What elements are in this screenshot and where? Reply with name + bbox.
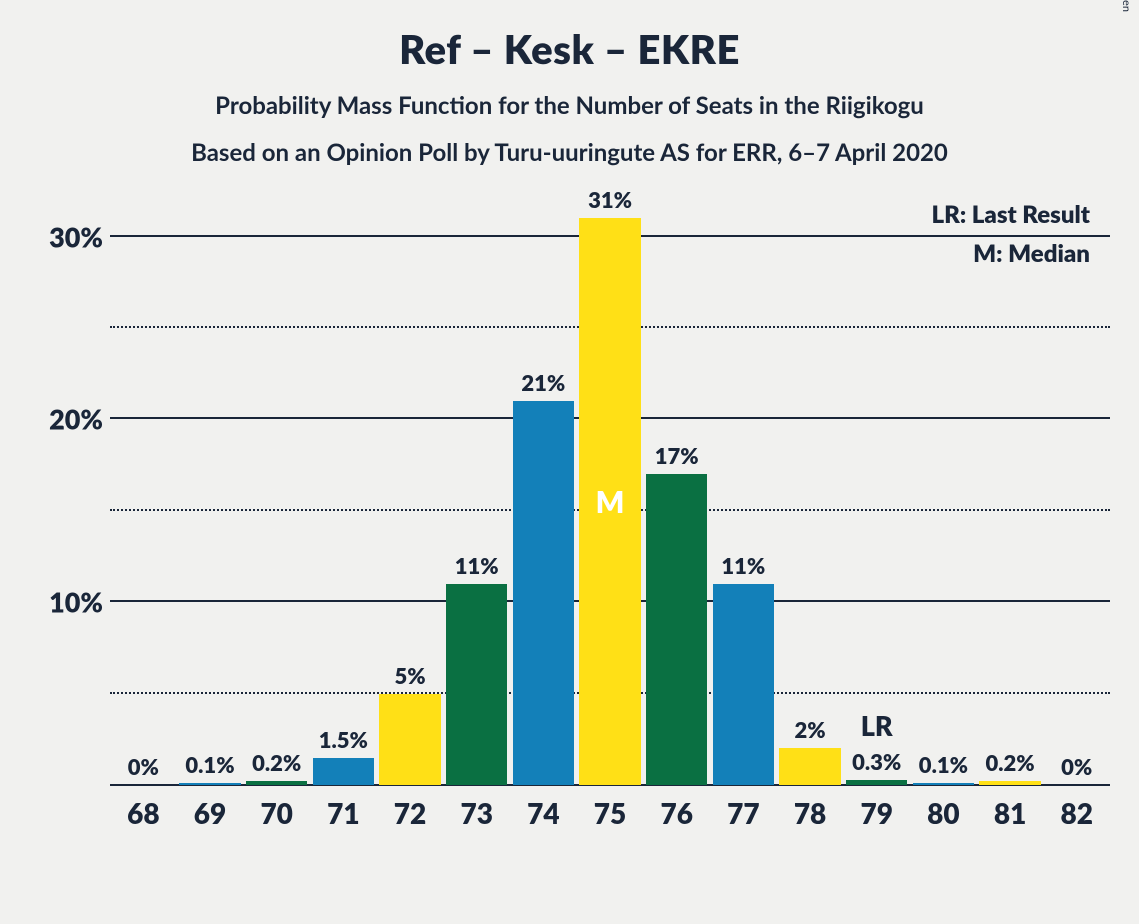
x-axis-tick-label: 78	[777, 796, 844, 830]
x-axis-tick-label: 76	[643, 796, 710, 830]
x-axis-tick-label: 75	[577, 796, 644, 830]
bar: 17%	[646, 474, 707, 785]
x-axis-tick-label: 74	[510, 796, 577, 830]
bar-value-label: 0.3%	[852, 748, 901, 775]
x-axis-labels: 686970717273747576777879808182	[110, 796, 1110, 830]
bar: 2%	[779, 748, 840, 785]
x-axis-tick-label: 68	[110, 796, 177, 830]
bar-slot: 1.5%	[310, 200, 377, 785]
subtitle-line-1: Probability Mass Function for the Number…	[0, 91, 1139, 120]
bar: 0.2%	[979, 781, 1040, 785]
bar: 5%	[379, 694, 440, 785]
bar: 0.1%	[179, 783, 240, 785]
y-axis-tick-label: 10%	[18, 586, 103, 619]
bar-value-label: 0%	[128, 753, 159, 780]
bar: 11%	[713, 584, 774, 785]
x-axis-tick-label: 81	[977, 796, 1044, 830]
bar-slot: 0.2%	[977, 200, 1044, 785]
bar-slot: 31%M	[577, 200, 644, 785]
y-axis-tick-label: 20%	[18, 403, 103, 436]
bar: 0.1%	[913, 783, 974, 785]
bars-container: 0%0.1%0.2%1.5%5%11%21%31%M17%11%2%LR0.3%…	[110, 200, 1110, 785]
bar: 1.5%	[313, 758, 374, 785]
bar-value-label: 0.2%	[985, 749, 1034, 776]
bar: 31%M	[579, 218, 640, 785]
copyright-text: © 2020 Filip van Laenen	[1120, 0, 1133, 12]
bar-slot: 0.1%	[177, 200, 244, 785]
y-axis-tick-label: 30%	[18, 220, 103, 253]
bar-value-label: 17%	[655, 442, 699, 469]
bar-value-label: 2%	[794, 716, 825, 743]
bar-value-label: 1.5%	[319, 726, 368, 753]
bar: 21%	[513, 401, 574, 785]
x-axis-tick-label: 70	[243, 796, 310, 830]
bar: 0.3%	[846, 780, 907, 785]
subtitle-line-2: Based on an Opinion Poll by Turu-uuringu…	[0, 138, 1139, 167]
bar-slot: 11%	[443, 200, 510, 785]
x-axis-tick-label: 82	[1043, 796, 1110, 830]
bar-value-label: 11%	[455, 552, 499, 579]
x-axis-tick-label: 73	[443, 796, 510, 830]
pmf-bar-chart: LR: Last Result M: Median 10%20%30% 0%0.…	[110, 200, 1110, 855]
bar-slot: 5%	[377, 200, 444, 785]
x-axis-tick-label: 71	[310, 796, 377, 830]
bar-slot: 0.2%	[243, 200, 310, 785]
plot-area: 10%20%30% 0%0.1%0.2%1.5%5%11%21%31%M17%1…	[110, 200, 1110, 820]
bar-slot: 2%	[777, 200, 844, 785]
bar-slot: LR 0.3%	[843, 200, 910, 785]
bar-value-label: 0.2%	[252, 749, 301, 776]
x-axis-tick-label: 69	[177, 796, 244, 830]
x-axis-tick-label: 77	[710, 796, 777, 830]
bar: 0.2%	[246, 781, 307, 785]
x-axis-tick-label: 79	[843, 796, 910, 830]
last-result-marker: LR	[861, 709, 893, 742]
bar-value-label: 0.1%	[185, 751, 234, 778]
bar-value-label: 21%	[521, 369, 565, 396]
page-title: Ref – Kesk – EKRE	[0, 0, 1139, 73]
bar-slot: 21%	[510, 200, 577, 785]
bar-value-label: 5%	[394, 662, 425, 689]
x-axis-tick-label: 80	[910, 796, 977, 830]
x-axis-tick-label: 72	[377, 796, 444, 830]
median-marker: M	[596, 484, 625, 520]
bar-value-label: 0.1%	[919, 751, 968, 778]
bar-value-label: 11%	[721, 552, 765, 579]
bar-slot: 17%	[643, 200, 710, 785]
bar-value-label: 0%	[1061, 753, 1092, 780]
bar-slot: 0%	[110, 200, 177, 785]
bar: 11%	[446, 584, 507, 785]
bar-slot: 0.1%	[910, 200, 977, 785]
bar-slot: 11%	[710, 200, 777, 785]
bar-value-label: 31%	[588, 186, 632, 213]
bar-slot: 0%	[1043, 200, 1110, 785]
